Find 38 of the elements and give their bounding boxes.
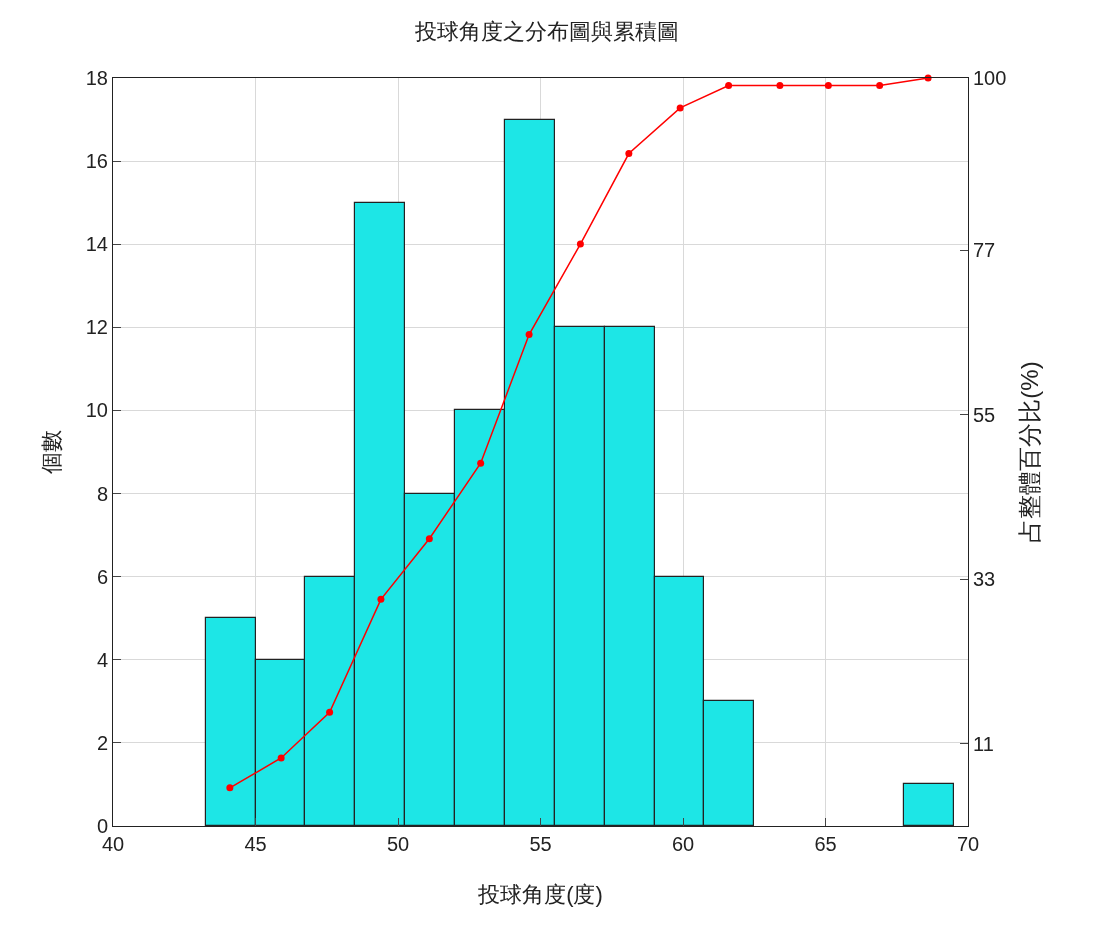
y-tick-label: 8 (96, 482, 108, 505)
y-tick-label: 14 (85, 233, 108, 256)
y2-tick-label: 77 (973, 239, 996, 262)
y-tick-label: 2 (96, 731, 108, 754)
chart-title: 投球角度之分布圖與累積圖 (413, 18, 679, 44)
y2-tick-label: 33 (973, 568, 996, 591)
y-tick-label: 6 (96, 565, 108, 588)
x-tick-label: 55 (529, 833, 552, 855)
point (477, 459, 485, 467)
y-tick-label: 10 (85, 399, 108, 422)
point (876, 81, 884, 89)
x-axis-title: 投球角度(度) (477, 882, 603, 907)
x-tick-label: 60 (671, 833, 695, 855)
point (576, 240, 584, 248)
point (377, 595, 385, 603)
x-tick-label: 50 (386, 833, 410, 855)
x-tick-label: 45 (244, 833, 267, 855)
point (625, 150, 633, 158)
x-tick-label: 70 (956, 833, 980, 855)
y-tick-label: 16 (85, 150, 108, 173)
y-axis-title: 個數 (39, 430, 64, 474)
y-tick-label: 4 (96, 648, 108, 671)
point (824, 81, 832, 89)
y-tick-label: 12 (85, 316, 108, 339)
y2-tick-label: 55 (973, 403, 996, 426)
point (725, 81, 733, 89)
x-tick-label: 65 (814, 833, 837, 855)
point (676, 104, 684, 112)
point (277, 754, 285, 762)
y2-tick-label: 100 (973, 67, 1007, 89)
y2-axis-title: 占整體百分比(%) (1016, 361, 1043, 543)
point (326, 708, 334, 716)
y2-tick-label: 11 (973, 732, 994, 755)
point (525, 331, 533, 339)
point (425, 535, 433, 543)
point (226, 784, 234, 792)
y-tick-label: 18 (85, 67, 108, 89)
point (776, 81, 784, 89)
